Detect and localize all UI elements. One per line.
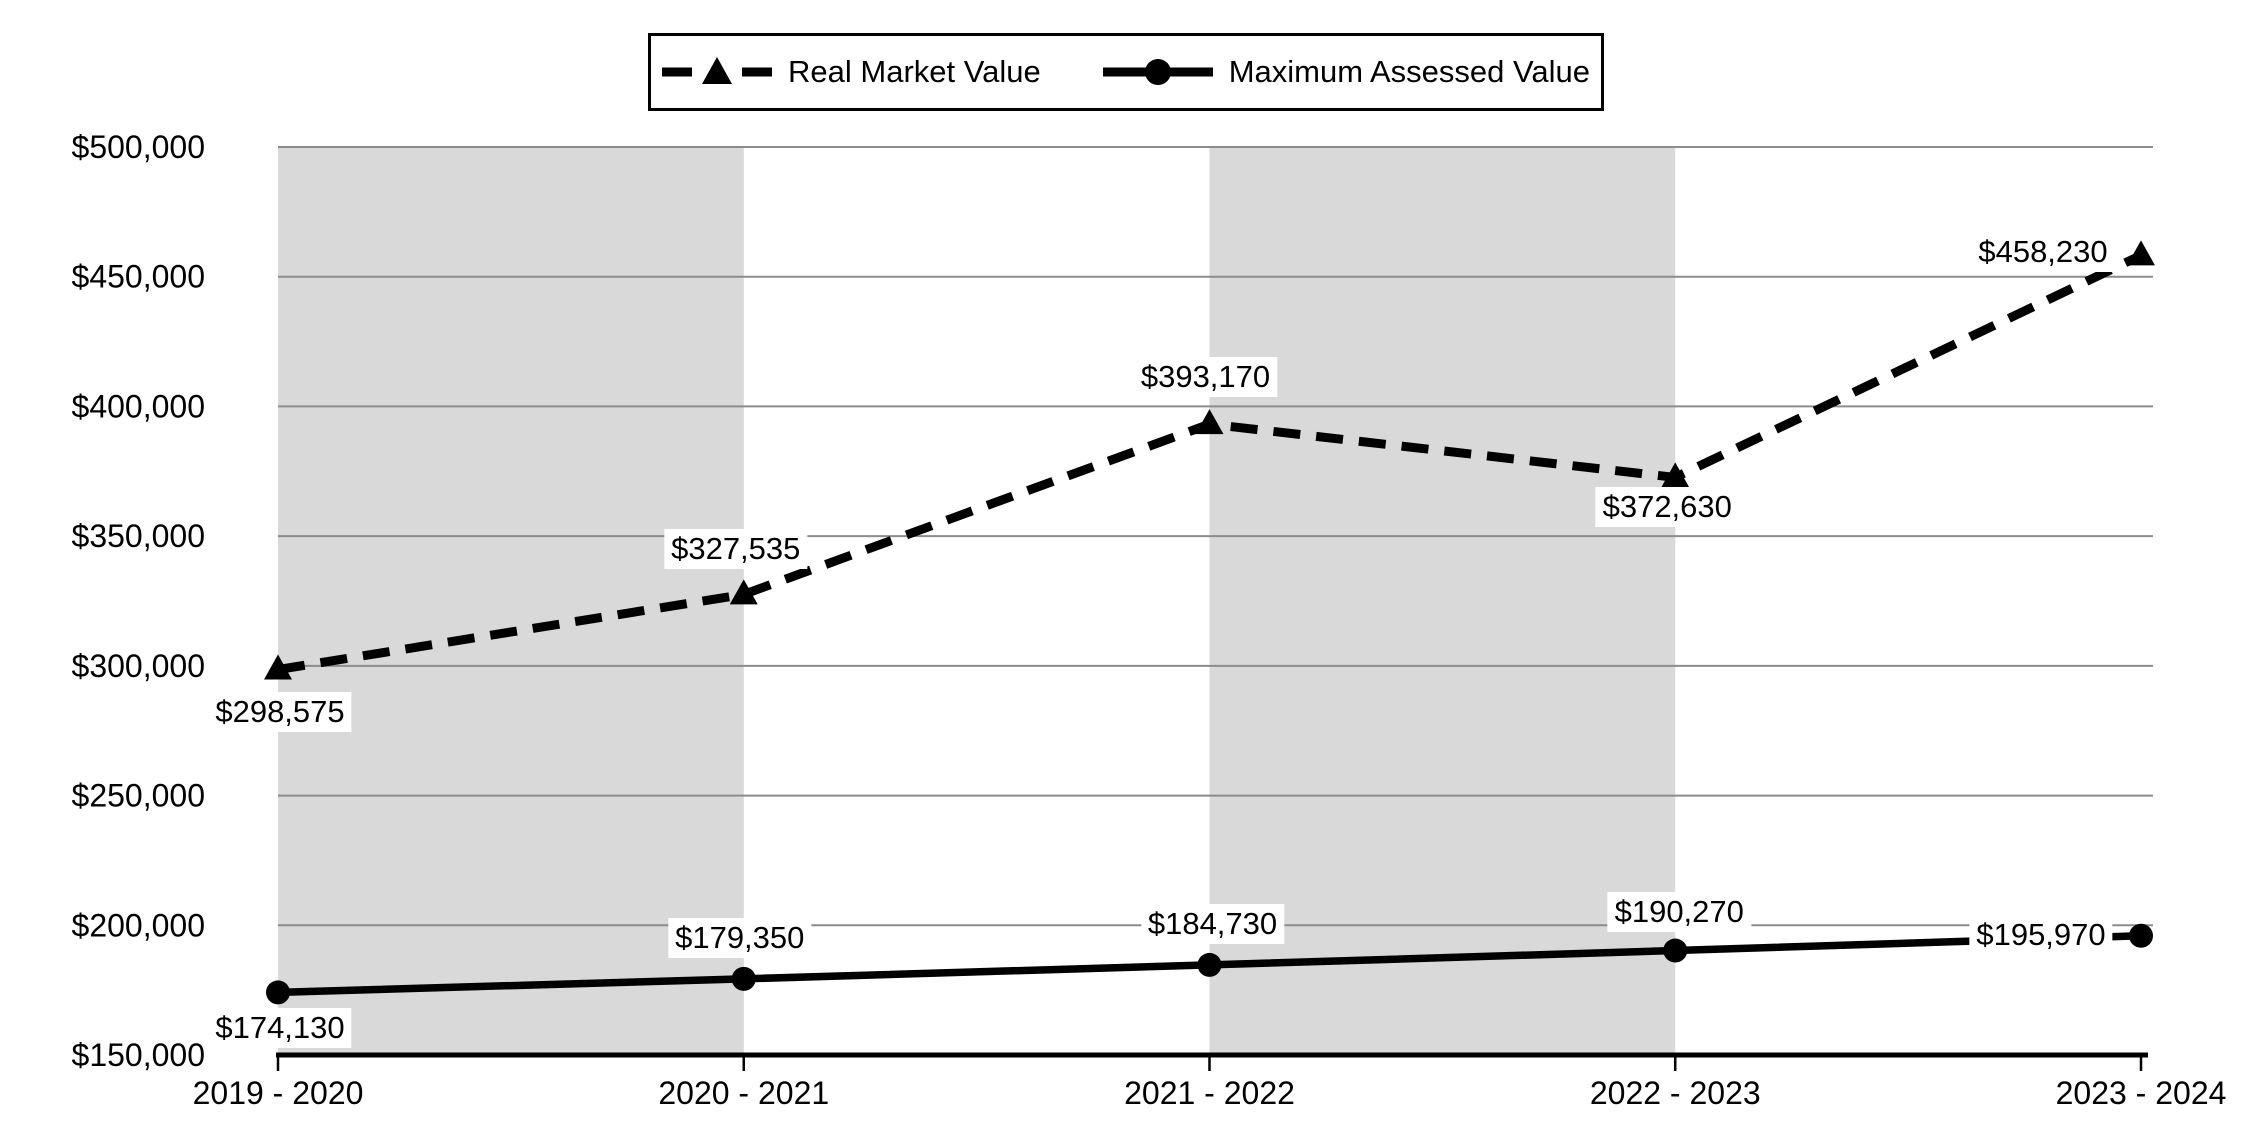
x-axis-tick-label: 2019 - 2020	[193, 1075, 364, 1111]
y-axis-tick-label: $350,000	[72, 518, 205, 554]
triangle-marker-icon	[264, 654, 292, 680]
legend-label-real-market-value: Real Market Value	[788, 54, 1041, 89]
x-axis-tick-label: 2023 - 2024	[2056, 1075, 2227, 1111]
plot-band	[278, 147, 744, 1055]
solid-line-circle-marker-icon	[1102, 59, 1213, 85]
x-axis-tick-label: 2020 - 2021	[658, 1075, 829, 1111]
triangle-marker-icon	[729, 579, 758, 605]
legend-label-maximum-assessed-value: Maximum Assessed Value	[1228, 54, 1590, 89]
legend-entry-real-market-value: Real Market Value	[662, 54, 1041, 90]
triangle-marker-icon	[1661, 462, 1690, 488]
dashed-line-triangle-marker-icon	[662, 57, 773, 84]
triangle-marker-icon	[2127, 240, 2155, 266]
y-axis-tick-label: $200,000	[72, 907, 205, 943]
y-axis-tick-label: $300,000	[72, 648, 205, 684]
y-axis-tick-label: $450,000	[72, 259, 205, 295]
legend: Real Market Value Maximum Assessed Value	[648, 33, 1604, 111]
x-axis-tick-label: 2021 - 2022	[1124, 1075, 1295, 1111]
plot-band	[1209, 147, 1676, 1055]
y-axis-tick-label: $400,000	[72, 388, 205, 424]
circle-marker-icon	[731, 966, 756, 991]
y-axis-tick-label: $150,000	[72, 1037, 205, 1073]
circle-marker-icon	[1663, 938, 1688, 963]
triangle-marker-icon	[1195, 409, 1224, 435]
legend-entry-maximum-assessed-value: Maximum Assessed Value	[1102, 54, 1590, 90]
circle-marker-icon	[1197, 952, 1222, 977]
circle-marker-icon	[266, 980, 290, 1005]
circle-marker-icon	[2129, 923, 2153, 948]
y-axis-tick-label: $500,000	[72, 129, 205, 165]
y-axis-tick-label: $250,000	[72, 778, 205, 814]
x-axis-tick-label: 2022 - 2023	[1590, 1075, 1761, 1111]
